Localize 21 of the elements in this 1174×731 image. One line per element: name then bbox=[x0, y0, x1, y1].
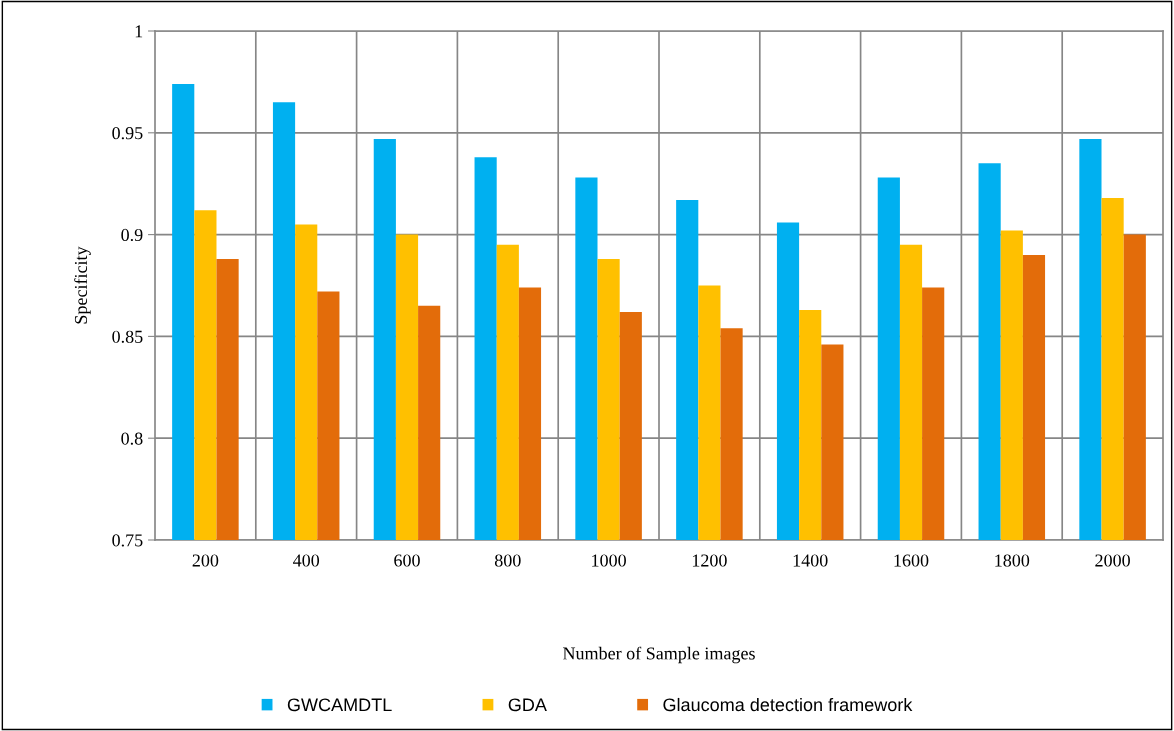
legend-label: Glaucoma detection framework bbox=[663, 697, 913, 712]
y-tick-label: 0.95 bbox=[112, 127, 143, 140]
legend-label: GDA bbox=[508, 698, 547, 712]
x-tick-label: 1200 bbox=[692, 554, 727, 567]
x-tick-label: 400 bbox=[293, 554, 320, 567]
x-tick-label: 1000 bbox=[592, 554, 626, 567]
x-tick-label: 2000 bbox=[1095, 554, 1130, 567]
y-tick-label: 1 bbox=[135, 25, 143, 38]
x-tick-label: 800 bbox=[494, 554, 521, 567]
x-axis-title: Number of Sample images bbox=[562, 646, 755, 664]
y-tick-label: 0.9 bbox=[121, 228, 143, 242]
x-tick-label: 1800 bbox=[995, 554, 1030, 567]
y-tick-label: 0.8 bbox=[121, 432, 143, 445]
x-tick-label: 1600 bbox=[894, 554, 929, 567]
x-tick-label: 1400 bbox=[793, 554, 828, 567]
x-tick-label: 600 bbox=[394, 554, 420, 567]
y-tick-label: 0.85 bbox=[112, 330, 143, 343]
y-axis-title: Specificity bbox=[74, 246, 91, 324]
y-tick-label: 0.75 bbox=[112, 534, 143, 547]
x-tick-label: 200 bbox=[192, 554, 219, 567]
legend-label: GWCAMDTL bbox=[287, 698, 392, 712]
